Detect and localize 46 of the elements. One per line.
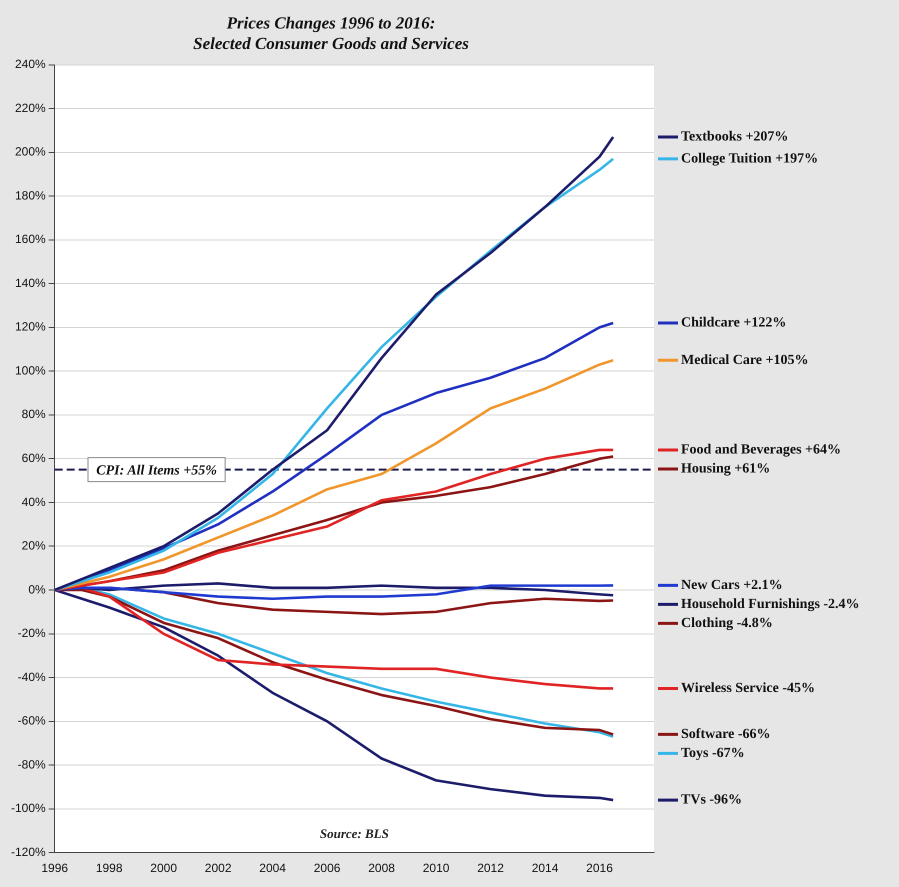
x-tick-label: 2014 (532, 861, 559, 876)
y-tick-label: 60% (22, 451, 46, 466)
legend-label: Household Furnishings -2.4% (681, 597, 860, 612)
annotation: Source: BLS (320, 826, 389, 841)
y-tick-label: 120% (14, 320, 46, 334)
legend-label: Textbooks +207% (681, 130, 788, 145)
y-tick-label: 180% (14, 188, 46, 202)
ref-line-label: CPI: All Items +55% (96, 463, 217, 478)
legend-label: Childcare +122% (681, 316, 786, 331)
x-tick-label: 2000 (150, 861, 178, 876)
y-tick-label: 80% (22, 407, 46, 422)
y-tick-label: -80% (18, 757, 46, 772)
legend-label: Housing +61% (681, 462, 770, 477)
x-tick-label: 2004 (259, 861, 286, 876)
chart-title: Prices Changes 1996 to 2016: Selected Consumer Goods and Services (193, 14, 470, 53)
y-tick-label: 100% (14, 363, 46, 378)
legend-label: Food and Beverages +64% (681, 442, 842, 458)
y-tick-label: -100% (11, 801, 46, 816)
y-tick-label: -120% (11, 844, 46, 859)
legend-label: TVs -96% (681, 792, 742, 808)
x-tick-label: 1996 (41, 861, 68, 876)
legend-label: Toys -67% (681, 746, 745, 762)
y-tick-label: 220% (14, 100, 46, 115)
y-tick-label: -60% (18, 714, 46, 728)
legend-label: Wireless Service -45% (681, 681, 816, 696)
x-tick-label: 2012 (477, 861, 504, 876)
y-tick-label: 140% (14, 276, 46, 290)
legend-label: Software -66% (681, 727, 771, 742)
y-tick-label: 160% (14, 232, 46, 246)
x-tick-label: 1998 (96, 861, 123, 876)
y-tick-label: 40% (22, 494, 46, 509)
y-tick-label: 200% (14, 144, 46, 159)
y-tick-label: 240% (14, 57, 46, 72)
y-tick-label: 0% (28, 582, 46, 596)
legend-label: New Cars +2.1% (681, 578, 783, 594)
legend-label: Clothing -4.8% (681, 616, 773, 632)
y-tick-label: 20% (22, 538, 46, 553)
x-tick-label: 2016 (586, 861, 614, 876)
x-tick-label: 2008 (368, 861, 396, 876)
x-tick-label: 2010 (422, 861, 450, 876)
x-tick-label: 2002 (204, 861, 232, 876)
legend-label: College Tuition +197% (681, 152, 818, 167)
x-tick-label: 2006 (314, 861, 341, 876)
y-tick-label: -20% (18, 626, 46, 640)
legend-label: Medical Care +105% (681, 352, 808, 368)
y-tick-label: -40% (18, 670, 46, 684)
